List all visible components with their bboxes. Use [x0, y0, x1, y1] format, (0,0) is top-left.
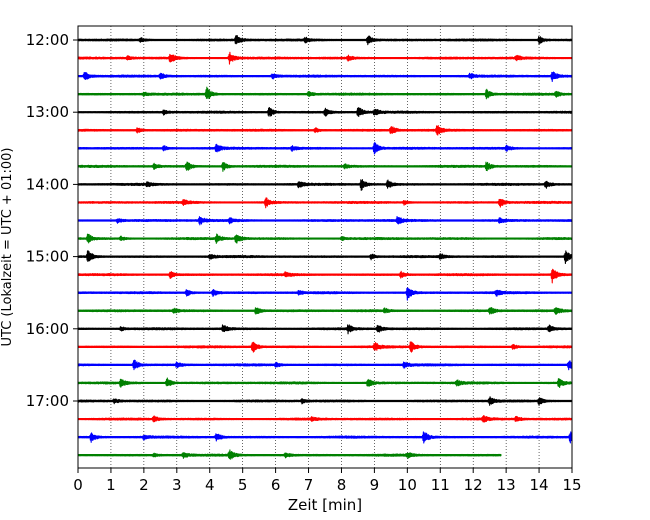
trace-rows: [77, 35, 573, 460]
y-axis-label: UTC (Lokalzeit = UTC + 01:00): [0, 148, 15, 347]
x-tick-label: 4: [205, 476, 215, 494]
x-tick-label: 2: [139, 476, 149, 494]
x-tick-label: 7: [304, 476, 314, 494]
x-tick-label: 6: [271, 476, 281, 494]
x-tick-label: 10: [398, 476, 417, 494]
plot-frame: [77, 25, 573, 469]
x-tick-label: 11: [431, 476, 450, 494]
x-tick-label: 13: [497, 476, 516, 494]
x-tick-label: 8: [337, 476, 347, 494]
y-tick-label: 17:00: [26, 392, 69, 410]
y-axis-ticks: 12:00 13:00 14:00 15:00 16:00 17:00: [26, 31, 78, 410]
x-axis-ticks: 0 1 2 3 4 5 6 7 8 9 10 11 12 13 14 15: [73, 468, 582, 494]
x-tick-label: 9: [370, 476, 380, 494]
x-tick-label: 0: [73, 476, 83, 494]
x-tick-label: 12: [464, 476, 483, 494]
y-tick-label: 14:00: [26, 175, 69, 193]
x-tick-label: 3: [172, 476, 182, 494]
x-tick-label: 14: [530, 476, 549, 494]
x-tick-label: 1: [106, 476, 116, 494]
y-tick-label: 16:00: [26, 320, 69, 338]
y-tick-label: 13:00: [26, 103, 69, 121]
y-tick-label: 12:00: [26, 31, 69, 49]
x-tick-label: 5: [238, 476, 248, 494]
y-tick-label: 15:00: [26, 248, 69, 266]
x-axis-label: Zeit [min]: [288, 496, 362, 514]
x-tick-label: 15: [562, 476, 581, 494]
